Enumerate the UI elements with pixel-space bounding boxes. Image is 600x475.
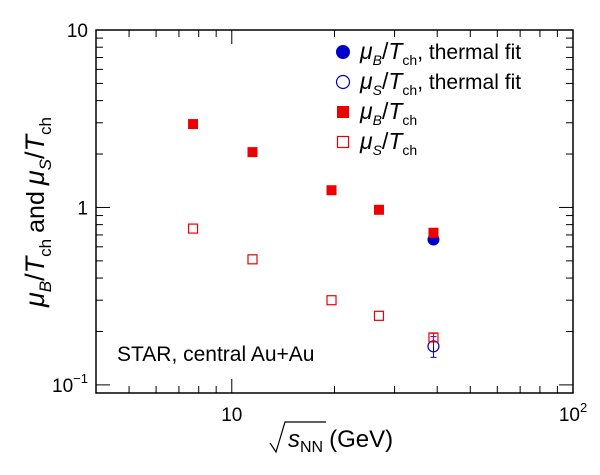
series-2 [188,119,439,238]
legend-marker [337,106,349,118]
sqrt-sign [269,421,326,454]
x-tick-label: 102 [559,400,587,426]
legend-item-0: μB/Tch, thermal fit [336,38,521,68]
data-point [373,204,384,215]
legend-item-2: μB/Tch [337,98,417,128]
legend-marker [336,135,350,149]
axis-tick-labels: 10 102 10−1 1 10 [52,21,587,426]
data-point [428,332,439,343]
y-tick-label: 1 [77,198,88,219]
y-tick-label: 10−1 [52,371,88,397]
y-axis-title: μB/TchandμS/Tch [20,117,55,308]
data-point [247,254,258,265]
data-point [428,227,439,238]
legend-marker [335,74,351,90]
legend-label: μS/Tch [359,128,417,158]
legend-item-1: μS/Tch, thermal fit [335,68,521,98]
legend-item-3: μS/Tch [336,128,417,158]
legend-label: μB/Tch [359,98,417,128]
y-tick-label: 10 [67,21,88,42]
legend-label: μS/Tch, thermal fit [359,68,521,98]
x-axis-title: sNN (GeV) [269,421,393,456]
x-tick-label: 10 [221,405,242,426]
svg-text:sNN(GeV): sNN (GeV) [288,426,393,456]
data-point [373,310,385,321]
annotation-text: STAR, central Au+Au [117,343,314,366]
series-3 [187,223,439,343]
data-point [187,223,199,234]
data-point [188,119,199,130]
axis-ticks [95,29,574,394]
data-point [247,147,258,158]
data-point [326,185,337,196]
data-series [187,119,440,358]
legend-label: μB/Tch, thermal fit [359,38,521,68]
legend-marker [336,45,350,59]
data-point [326,295,337,306]
